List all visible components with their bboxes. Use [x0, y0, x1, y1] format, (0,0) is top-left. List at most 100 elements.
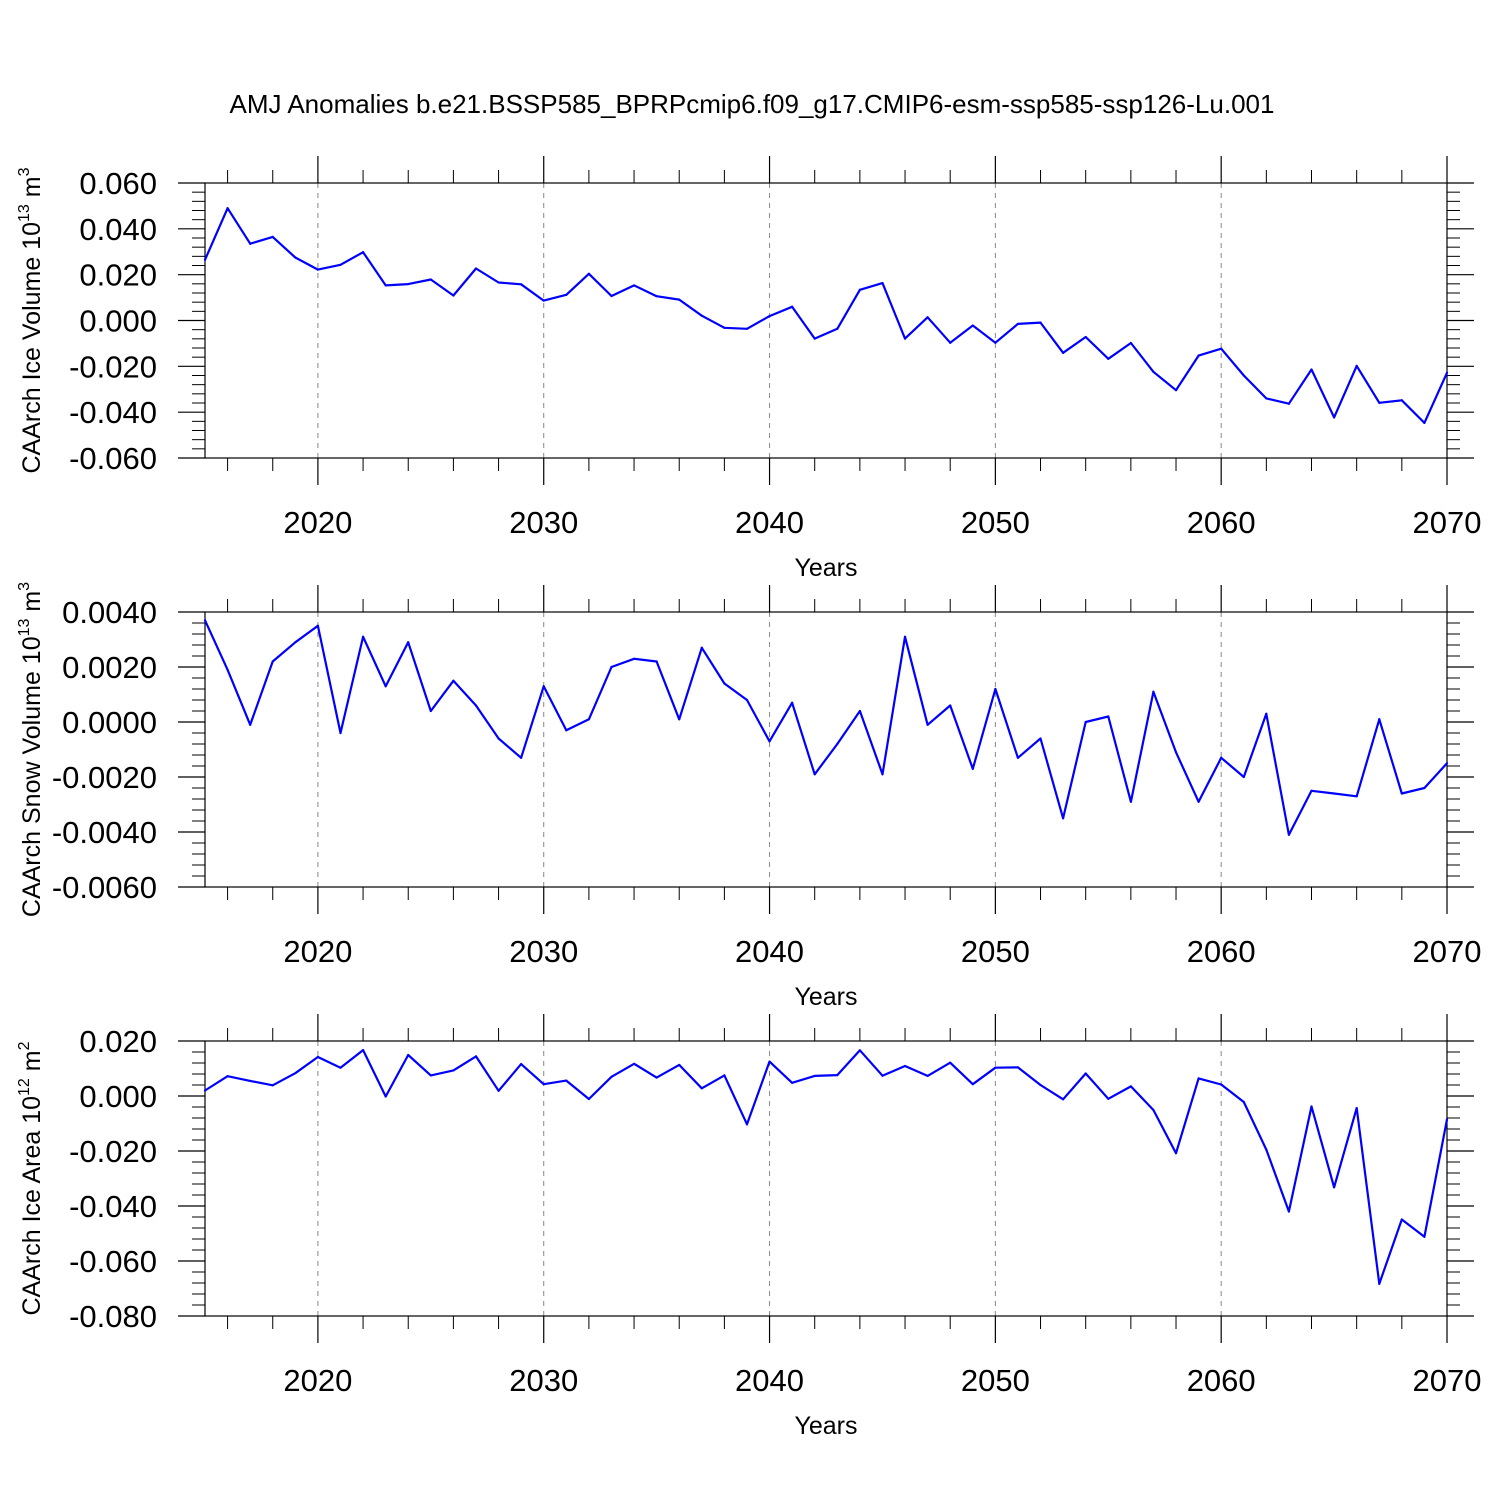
y-tick-label: 0.0000 — [62, 705, 157, 740]
data-point — [1084, 720, 1087, 724]
data-point — [429, 278, 432, 281]
data-point — [1378, 718, 1381, 721]
data-point — [858, 1049, 861, 1052]
data-point — [700, 1087, 703, 1090]
data-point — [632, 284, 636, 287]
data-point — [949, 1061, 952, 1064]
data-point — [1332, 1186, 1336, 1189]
chart-panel-3: 2020 2030 2040 2050 2060 2070 0.020 0.000 -0.020… — [16, 1014, 1481, 1440]
y-tick-label: 0.0040 — [62, 595, 157, 630]
data-point — [926, 723, 929, 726]
data-point — [768, 315, 771, 318]
y-axis-title: CAArch Snow Volume 1013 m3 — [16, 582, 46, 917]
data-point — [1332, 416, 1336, 419]
y-tick-label: -0.080 — [69, 1299, 157, 1334]
plot-frame — [204, 1040, 1448, 1317]
data-point — [294, 1072, 297, 1075]
data-point — [203, 258, 207, 261]
data-point — [226, 668, 229, 671]
data-point — [1355, 1107, 1358, 1110]
data-point — [1265, 1148, 1268, 1151]
data-point — [813, 1074, 816, 1078]
x-axis-title: Years — [794, 554, 857, 582]
y-tick-label: -0.0060 — [52, 870, 157, 905]
data-point — [361, 635, 365, 638]
data-point — [203, 1089, 207, 1092]
data-point — [1107, 1097, 1110, 1100]
data-point — [1445, 762, 1449, 765]
data-point — [1129, 341, 1132, 345]
data-point — [1242, 775, 1245, 779]
data-point — [1039, 737, 1042, 740]
data-point — [520, 1063, 523, 1066]
x-tick-label: 2040 — [735, 934, 804, 969]
data-point — [994, 341, 997, 344]
y-tick-label: -0.060 — [69, 1244, 157, 1279]
data-point — [452, 679, 455, 682]
data-point — [429, 1074, 432, 1077]
data-point — [542, 1083, 545, 1086]
data-point — [949, 341, 952, 344]
data-point — [1039, 1083, 1042, 1087]
data-point — [836, 327, 839, 330]
data-point — [542, 685, 545, 688]
data-point — [1016, 1066, 1020, 1069]
data-point — [1084, 1072, 1087, 1075]
data-point — [271, 660, 274, 663]
y-tick-label: -0.020 — [69, 1134, 157, 1169]
data-point — [1265, 397, 1268, 400]
data-point — [1152, 690, 1155, 693]
x-axis-title: Years — [794, 1412, 857, 1440]
x-tick-label: 2040 — [735, 1363, 804, 1398]
data-point — [813, 337, 816, 340]
data-point — [1197, 1077, 1200, 1080]
y-tick-label: -0.0020 — [52, 760, 157, 795]
data-point — [858, 709, 861, 713]
data-point — [294, 256, 297, 259]
data-point — [407, 1053, 410, 1057]
data-point — [1129, 1085, 1132, 1088]
data-point — [249, 723, 252, 726]
x-tick-label: 2020 — [283, 934, 352, 969]
data-point — [610, 294, 613, 298]
y-tick-label: -0.020 — [69, 349, 157, 384]
data-point — [610, 665, 613, 669]
data-point — [565, 293, 568, 296]
data-point — [249, 242, 252, 245]
data-point — [1400, 1218, 1403, 1221]
data-point — [1287, 402, 1291, 405]
data-point — [384, 1095, 387, 1098]
x-tick-label: 2020 — [283, 505, 352, 540]
data-point — [994, 687, 997, 691]
plot-frame — [204, 611, 1448, 888]
x-tick-label: 2020 — [283, 1363, 352, 1398]
data-point — [723, 682, 726, 685]
data-point — [994, 1066, 997, 1069]
data-point — [520, 283, 523, 286]
data-point — [971, 324, 974, 327]
x-tick-label: 2060 — [1187, 934, 1256, 969]
data-point — [1174, 1152, 1178, 1155]
data-point — [226, 1075, 229, 1078]
data-point — [339, 1066, 342, 1069]
data-point — [700, 314, 703, 317]
data-point — [1107, 357, 1110, 360]
data-point — [587, 718, 590, 721]
data-point — [1107, 715, 1110, 718]
data-point — [1062, 1098, 1065, 1101]
data-point — [1016, 756, 1020, 759]
data-point — [1310, 368, 1313, 371]
data-point — [474, 267, 478, 270]
data-point — [1310, 789, 1313, 792]
data-point — [452, 1069, 455, 1072]
y-tick-label: 0.020 — [79, 1024, 157, 1059]
data-point — [678, 298, 681, 301]
data-point — [1197, 354, 1200, 357]
data-point — [520, 756, 523, 759]
x-tick-label: 2060 — [1187, 505, 1256, 540]
data-point — [881, 282, 884, 285]
data-point — [1332, 792, 1336, 795]
series-line — [203, 619, 1448, 836]
data-point — [249, 1079, 252, 1082]
